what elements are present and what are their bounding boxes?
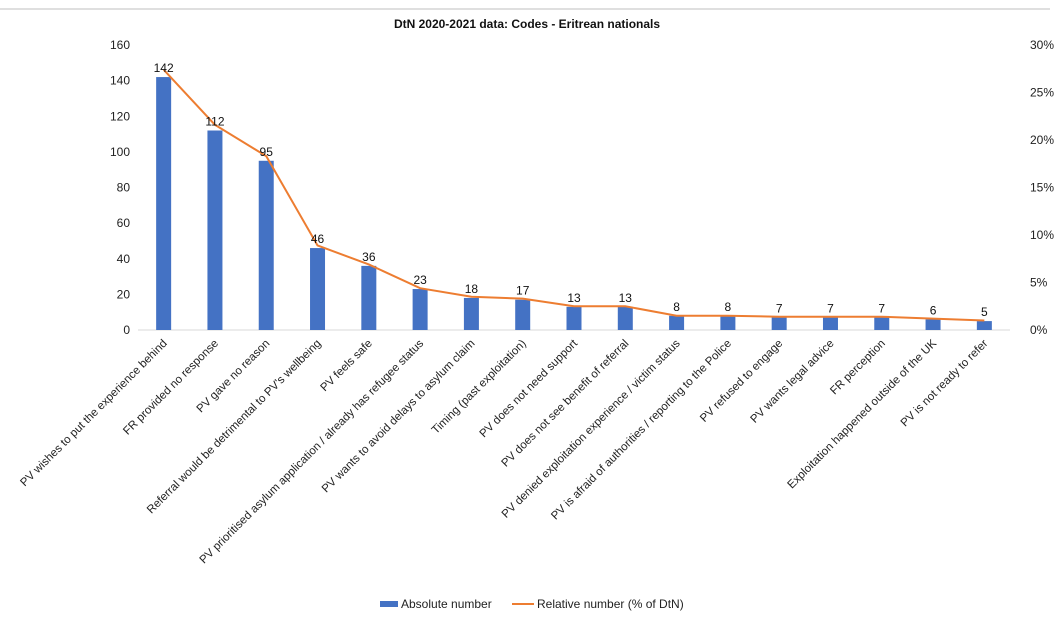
data-label: 18 — [465, 282, 479, 296]
bar — [464, 298, 479, 330]
right-axis: 0% 5% 10% 15% 20% 25% 30% — [1030, 38, 1054, 337]
right-tick-label: 30% — [1030, 38, 1054, 52]
line-series — [164, 70, 985, 321]
category-label: PV wants legal advice — [749, 338, 837, 426]
data-label: 7 — [776, 302, 783, 316]
data-label: 6 — [930, 303, 937, 317]
bar — [361, 266, 376, 330]
bar — [977, 321, 992, 330]
left-tick-label: 80 — [117, 181, 131, 195]
bar — [567, 307, 582, 330]
data-label: 46 — [311, 232, 325, 246]
legend-swatch-absolute — [380, 601, 398, 607]
left-tick-label: 0 — [123, 323, 130, 337]
bar — [772, 318, 787, 330]
left-tick-label: 100 — [110, 145, 130, 159]
legend: Absolute number Relative number (% of Dt… — [380, 597, 684, 611]
left-tick-label: 140 — [110, 74, 130, 88]
bar — [259, 161, 274, 330]
left-tick-label: 120 — [110, 109, 130, 123]
data-label: 7 — [827, 302, 834, 316]
left-tick-label: 20 — [117, 287, 131, 301]
data-label: 13 — [619, 291, 633, 305]
chart-title: DtN 2020-2021 data: Codes - Eritrean nat… — [394, 17, 660, 31]
data-label: 17 — [516, 284, 530, 298]
bar — [515, 300, 530, 330]
data-label: 13 — [567, 291, 581, 305]
category-label: PV is not ready to refer — [899, 338, 991, 430]
data-label: 8 — [725, 300, 732, 314]
bar — [823, 318, 838, 330]
right-tick-label: 25% — [1030, 86, 1054, 100]
data-label: 95 — [260, 145, 274, 159]
category-label: PV does not need support — [478, 337, 581, 440]
right-tick-label: 5% — [1030, 276, 1048, 290]
right-tick-label: 15% — [1030, 181, 1054, 195]
bar — [618, 307, 633, 330]
data-label: 36 — [362, 250, 376, 264]
category-label: FR provided no response — [121, 338, 221, 438]
bar — [669, 316, 684, 330]
category-label: PV is afraid of authorities / reporting … — [549, 338, 734, 523]
legend-label-absolute: Absolute number — [401, 597, 492, 611]
right-tick-label: 0% — [1030, 323, 1048, 337]
left-tick-label: 40 — [117, 252, 131, 266]
data-label: 142 — [154, 61, 174, 75]
bar — [310, 248, 325, 330]
legend-label-relative: Relative number (% of DtN) — [537, 597, 684, 611]
bar — [413, 289, 428, 330]
data-labels: 142 112 95 46 36 23 18 17 13 13 8 8 7 7 7 6 5 — [154, 61, 988, 319]
left-axis: 0 20 40 60 80 100 120 140 160 — [110, 38, 130, 337]
right-tick-label: 20% — [1030, 133, 1054, 147]
bar — [874, 318, 889, 330]
category-label: Timing (past exploitation) — [430, 338, 529, 437]
bar — [207, 131, 222, 331]
data-label: 7 — [878, 302, 885, 316]
bar — [720, 316, 735, 330]
category-label: Referral would be detrimental to PV's we… — [145, 338, 324, 517]
data-label: 112 — [205, 115, 224, 129]
category-label: PV feels safe — [319, 338, 375, 394]
category-labels: PV wishes to put the experience behindFR… — [18, 337, 990, 566]
right-tick-label: 10% — [1030, 228, 1054, 242]
bar — [156, 77, 171, 330]
category-label: PV denied exploitation experience / vict… — [500, 337, 683, 520]
left-tick-label: 160 — [110, 38, 130, 52]
data-label: 23 — [413, 273, 427, 287]
data-label: 8 — [673, 300, 680, 314]
left-tick-label: 60 — [117, 216, 131, 230]
data-label: 5 — [981, 305, 988, 319]
relative-line — [164, 70, 985, 321]
bar — [926, 319, 941, 330]
